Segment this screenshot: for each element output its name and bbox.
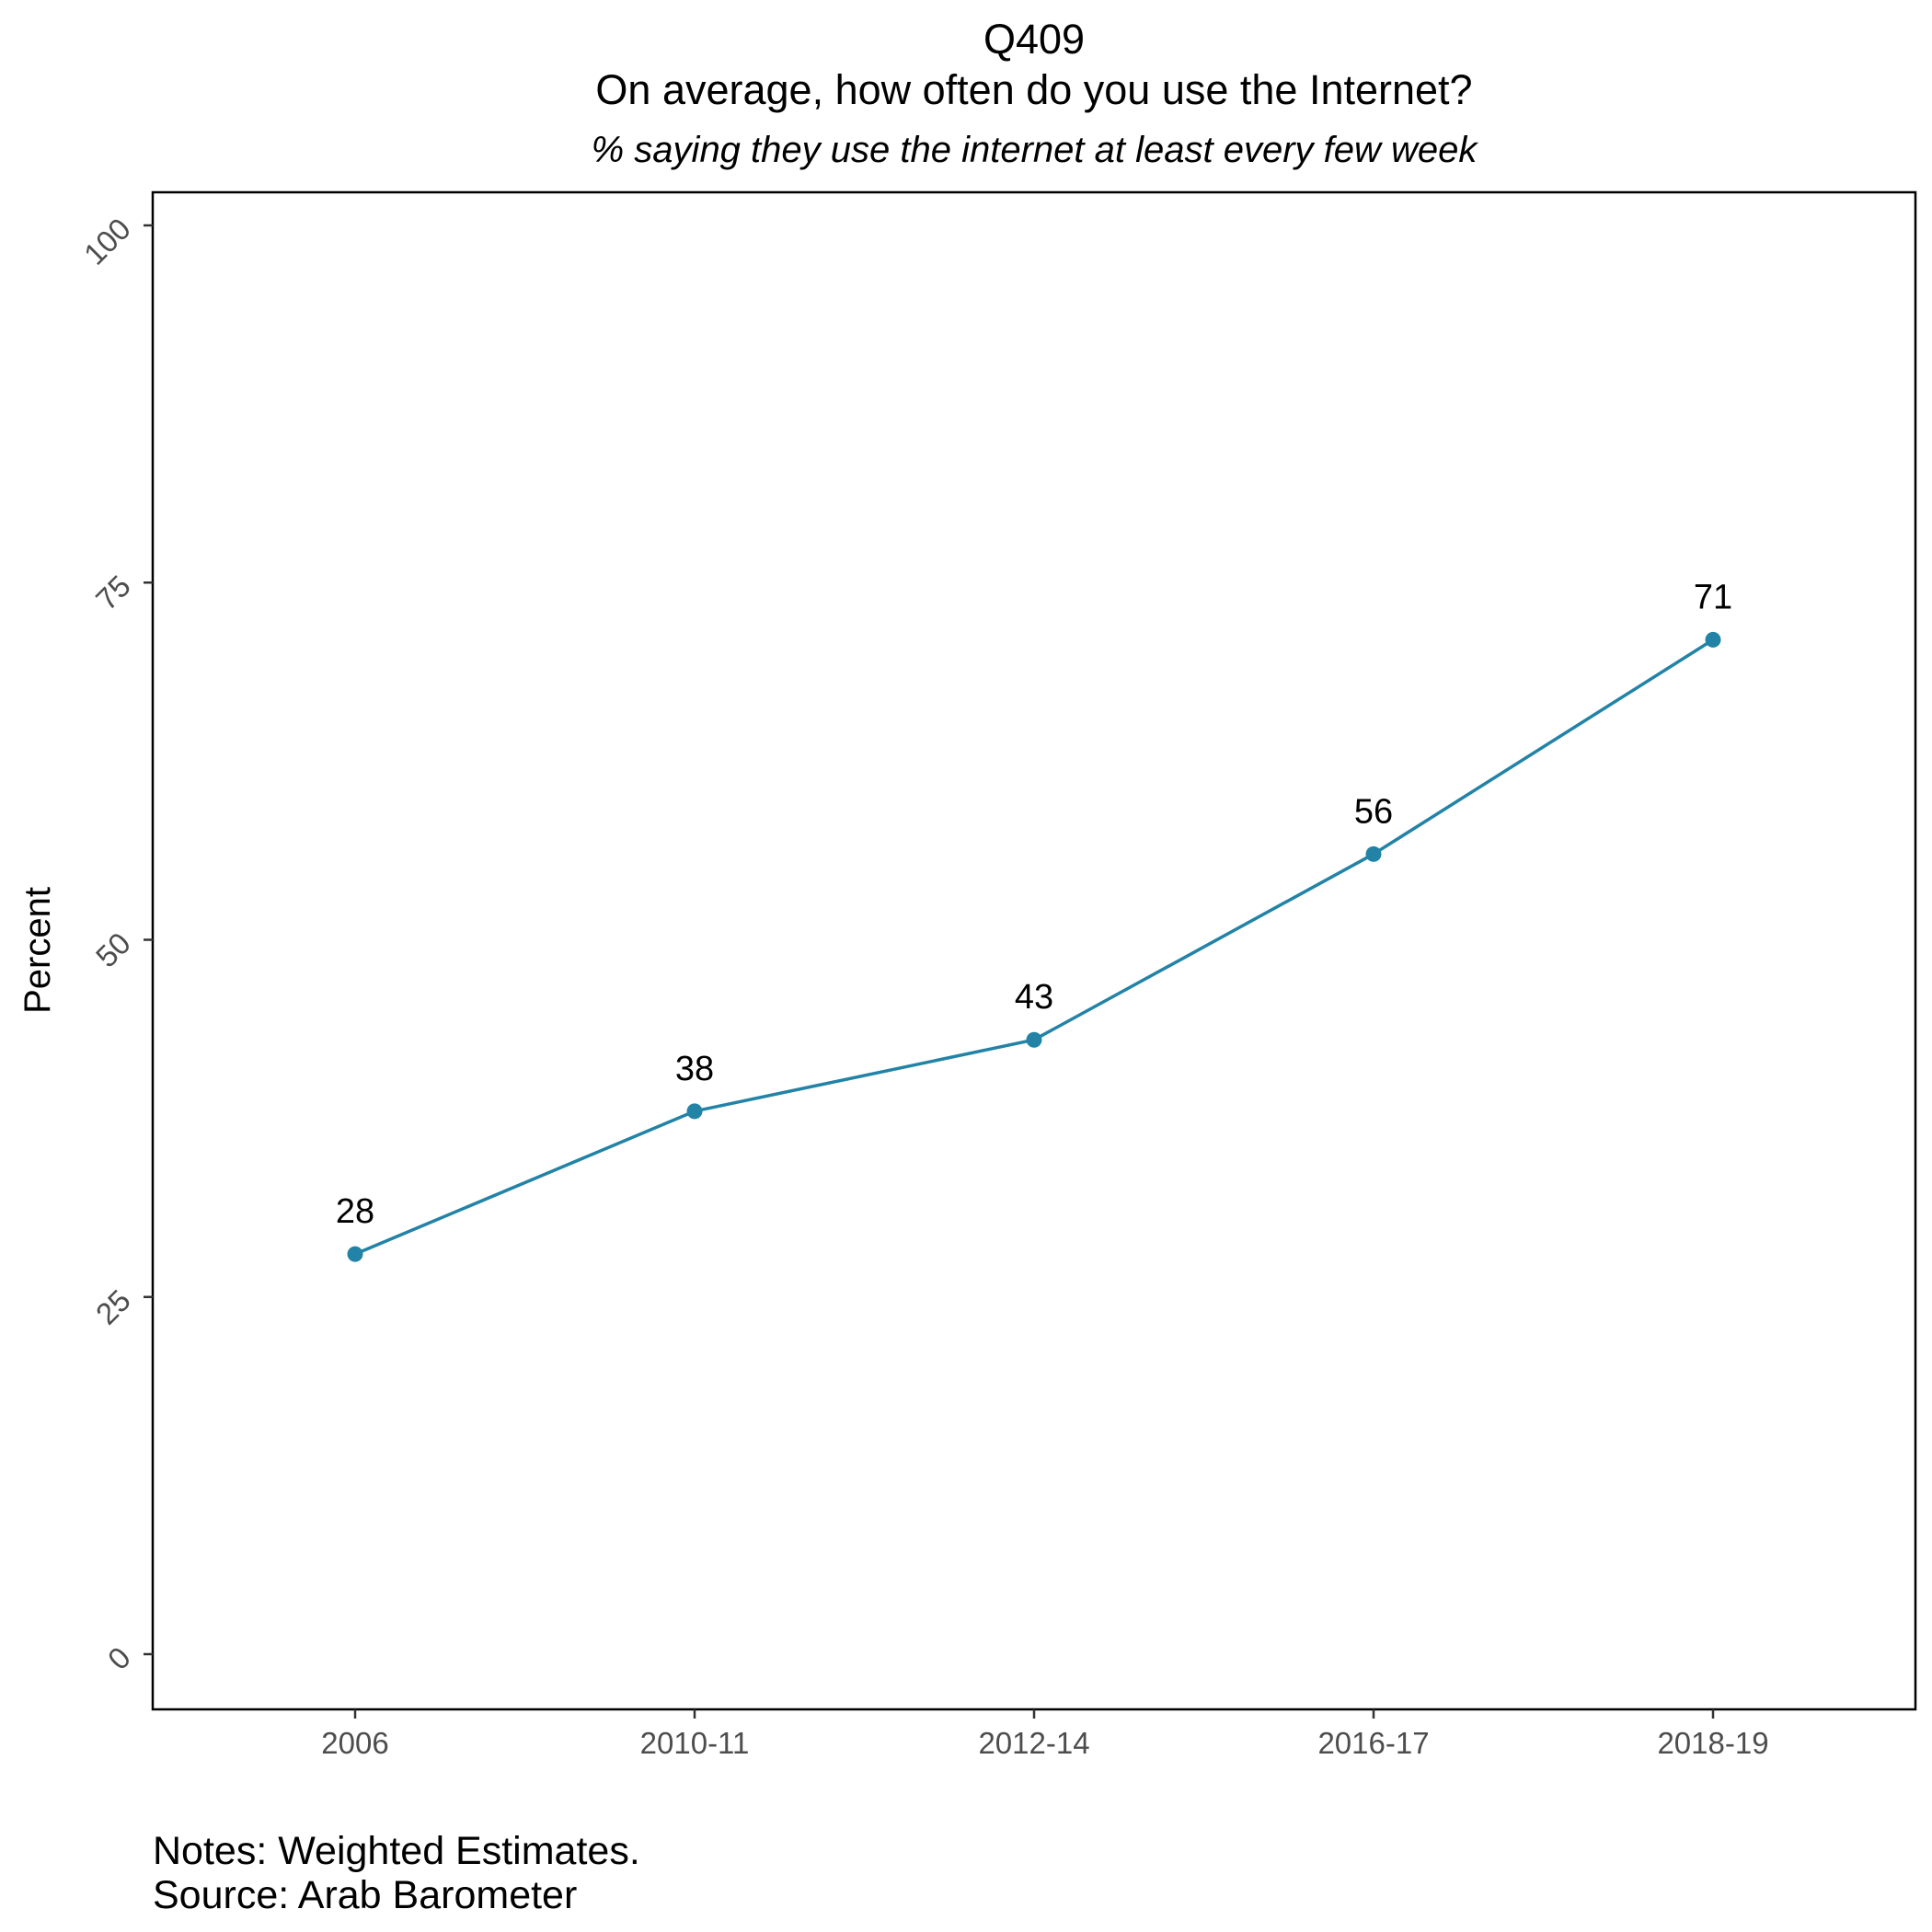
data-point (1365, 845, 1382, 862)
chart-title: Q409 (983, 16, 1085, 63)
data-label: 71 (1694, 578, 1732, 616)
x-tick-label: 2018-19 (1657, 1726, 1768, 1760)
y-tick-label: 75 (89, 569, 137, 616)
x-tick-label: 2010-11 (640, 1726, 750, 1760)
y-tick-label: 25 (89, 1283, 137, 1331)
series-line (354, 638, 1714, 1256)
chart-subtitle: % saying they use the internet at least … (592, 130, 1479, 170)
y-axis-title: Percent (17, 887, 58, 1014)
plot-panel (151, 190, 1917, 1711)
data-label: 28 (336, 1192, 374, 1231)
y-tick-label: 50 (89, 926, 137, 973)
data-label: 56 (1354, 792, 1393, 831)
data-point (347, 1246, 363, 1262)
data-point (1026, 1031, 1042, 1048)
y-tick-label: 100 (77, 212, 137, 271)
x-tick-label: 2006 (321, 1726, 388, 1760)
x-tick-label: 2016-17 (1317, 1726, 1429, 1760)
series-group: 28 38 43 56 71 (336, 578, 1732, 1262)
data-label: 38 (675, 1050, 714, 1088)
data-point (1705, 631, 1721, 648)
y-tick-label: 0 (101, 1640, 137, 1676)
notes-caption: Notes: Weighted Estimates. (153, 1829, 640, 1873)
x-axis: 2006 2010-11 2012-14 2016-17 2018-19 (321, 1709, 1769, 1760)
data-point (686, 1103, 703, 1120)
source-caption: Source: Arab Barometer (153, 1873, 577, 1917)
y-axis: 0 25 50 75 100 (77, 212, 153, 1676)
data-label: 43 (1015, 978, 1053, 1017)
x-tick-label: 2012-14 (978, 1726, 1089, 1760)
chart-question: On average, how often do you use the Int… (595, 66, 1472, 113)
